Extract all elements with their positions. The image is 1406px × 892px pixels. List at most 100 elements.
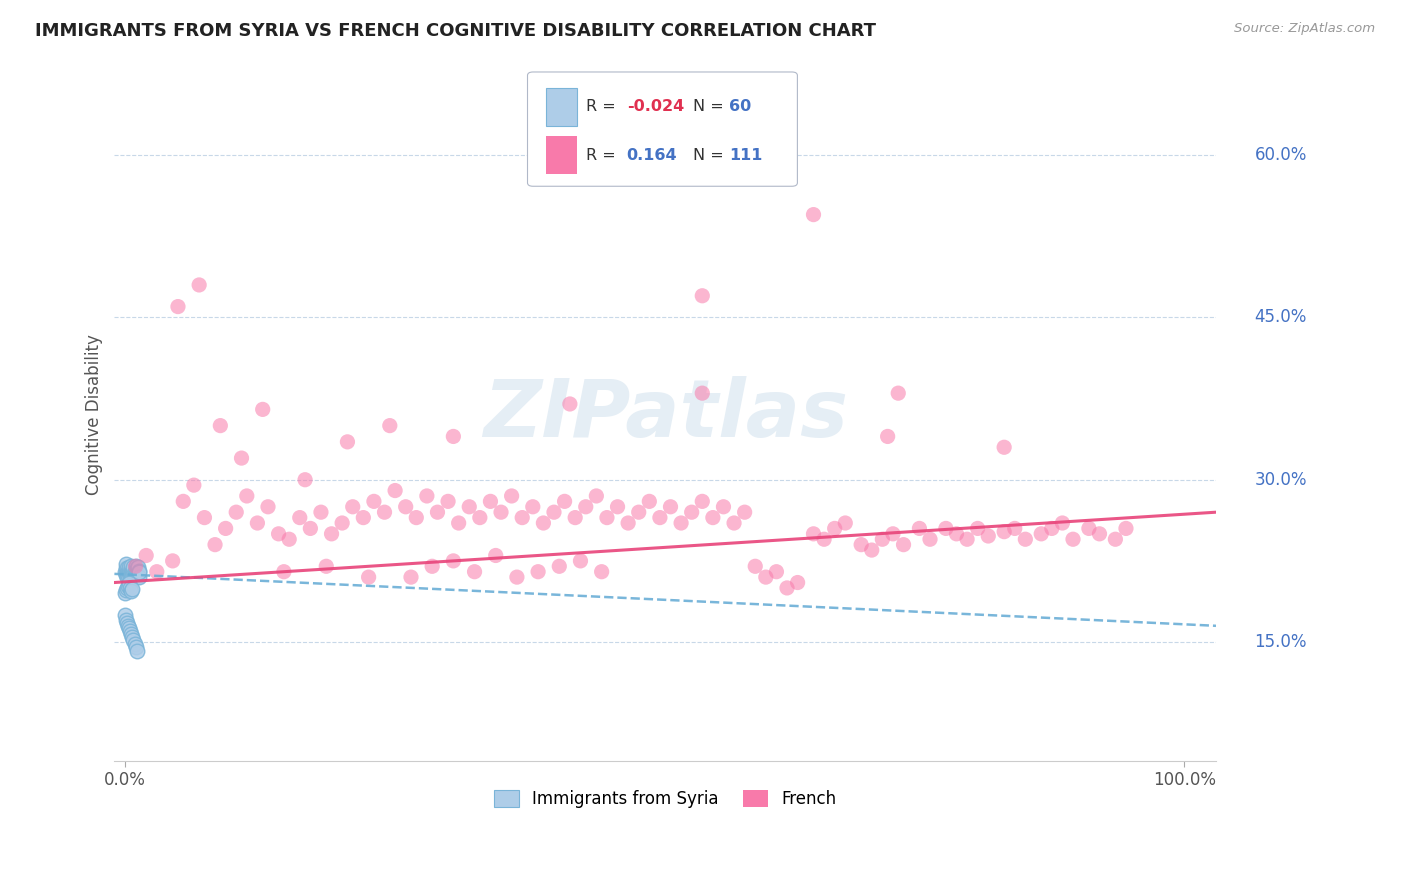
- Point: [506, 570, 529, 584]
- Point: [246, 516, 269, 530]
- Point: [252, 402, 274, 417]
- Point: [114, 586, 136, 600]
- Point: [765, 565, 787, 579]
- Point: [124, 559, 146, 574]
- Point: [128, 565, 150, 579]
- Point: [124, 568, 146, 582]
- Point: [121, 564, 143, 578]
- Point: [118, 621, 141, 635]
- Point: [966, 521, 988, 535]
- Point: [127, 569, 149, 583]
- Point: [468, 510, 491, 524]
- Point: [690, 386, 713, 401]
- Point: [464, 565, 486, 579]
- Point: [124, 566, 146, 581]
- FancyBboxPatch shape: [547, 87, 576, 126]
- Point: [204, 538, 226, 552]
- Point: [125, 568, 148, 582]
- Point: [945, 526, 967, 541]
- Point: [977, 529, 1000, 543]
- Point: [125, 561, 148, 575]
- Point: [120, 570, 142, 584]
- Point: [786, 575, 808, 590]
- Point: [447, 516, 470, 530]
- Point: [315, 559, 337, 574]
- Point: [849, 538, 872, 552]
- Text: 111: 111: [730, 147, 762, 162]
- Text: 30.0%: 30.0%: [1254, 471, 1308, 489]
- Point: [330, 516, 353, 530]
- Point: [591, 565, 613, 579]
- Point: [118, 560, 141, 574]
- Text: Source: ZipAtlas.com: Source: ZipAtlas.com: [1234, 22, 1375, 36]
- Point: [188, 277, 211, 292]
- Point: [121, 566, 143, 581]
- Text: 15.0%: 15.0%: [1254, 633, 1308, 651]
- Point: [124, 640, 146, 655]
- Point: [267, 526, 290, 541]
- Point: [162, 554, 184, 568]
- Point: [554, 494, 576, 508]
- Point: [273, 565, 295, 579]
- Point: [257, 500, 280, 514]
- Point: [309, 505, 332, 519]
- Point: [935, 521, 957, 535]
- Point: [399, 570, 422, 584]
- Text: R =: R =: [586, 147, 621, 162]
- Point: [117, 579, 139, 593]
- Point: [363, 494, 385, 508]
- Point: [120, 559, 142, 574]
- Point: [1031, 526, 1053, 541]
- Point: [121, 569, 143, 583]
- Point: [485, 549, 508, 563]
- Point: [543, 505, 565, 519]
- Point: [115, 561, 138, 575]
- Point: [437, 494, 460, 508]
- Point: [167, 300, 190, 314]
- Point: [522, 500, 544, 514]
- Point: [120, 564, 142, 578]
- Point: [1014, 533, 1036, 547]
- Point: [893, 538, 915, 552]
- Point: [114, 607, 136, 622]
- Text: -0.024: -0.024: [627, 99, 683, 114]
- Point: [384, 483, 406, 498]
- Point: [336, 434, 359, 449]
- Point: [118, 575, 141, 590]
- Point: [120, 584, 142, 599]
- FancyBboxPatch shape: [527, 72, 797, 186]
- Point: [115, 561, 138, 575]
- Point: [124, 559, 146, 574]
- Point: [120, 565, 142, 579]
- Point: [114, 565, 136, 579]
- Point: [117, 566, 139, 581]
- Point: [373, 505, 395, 519]
- Point: [441, 429, 464, 443]
- Point: [115, 615, 138, 630]
- Text: ZIPatlas: ZIPatlas: [482, 376, 848, 454]
- Point: [405, 510, 427, 524]
- Point: [690, 289, 713, 303]
- Point: [294, 473, 316, 487]
- Point: [183, 478, 205, 492]
- Point: [1088, 526, 1111, 541]
- Point: [638, 494, 661, 508]
- Point: [357, 570, 380, 584]
- Point: [420, 559, 443, 574]
- Point: [755, 570, 778, 584]
- Point: [117, 564, 139, 578]
- Point: [834, 516, 856, 530]
- Point: [426, 505, 449, 519]
- Point: [1062, 533, 1084, 547]
- Point: [723, 516, 745, 530]
- Point: [824, 521, 846, 535]
- Point: [1004, 521, 1026, 535]
- Point: [299, 521, 322, 535]
- Point: [887, 386, 910, 401]
- Point: [441, 554, 464, 568]
- Text: 45.0%: 45.0%: [1254, 309, 1308, 326]
- Point: [908, 521, 931, 535]
- Point: [803, 526, 825, 541]
- Point: [1115, 521, 1137, 535]
- Text: 60.0%: 60.0%: [1254, 146, 1308, 164]
